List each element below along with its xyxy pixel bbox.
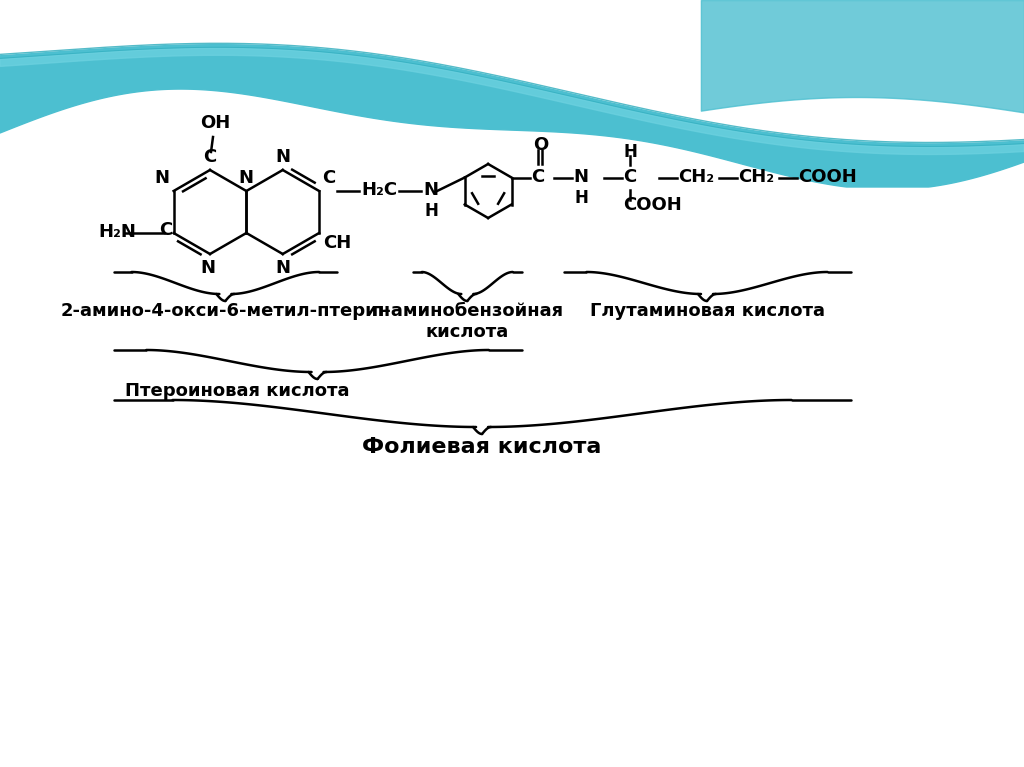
Text: COOH: COOH: [624, 196, 682, 213]
Text: C: C: [204, 148, 217, 166]
Text: N: N: [275, 148, 290, 166]
Text: CH₂: CH₂: [679, 167, 715, 186]
Text: C: C: [624, 167, 637, 186]
Text: COOH: COOH: [799, 167, 857, 186]
Text: Фолиевая кислота: Фолиевая кислота: [362, 437, 602, 457]
Text: п-аминобензойная
кислота: п-аминобензойная кислота: [372, 302, 563, 341]
Text: Глутаминовая кислота: Глутаминовая кислота: [590, 302, 824, 320]
Text: C: C: [160, 221, 173, 239]
Text: C: C: [323, 169, 336, 187]
Text: N: N: [275, 259, 290, 277]
Text: H: H: [424, 202, 438, 220]
Text: H: H: [574, 189, 589, 206]
Text: OH: OH: [200, 114, 230, 132]
Text: CH₂: CH₂: [738, 167, 774, 186]
Text: N: N: [239, 169, 254, 187]
Text: N: N: [573, 167, 589, 186]
Text: N: N: [423, 181, 438, 199]
Text: H: H: [624, 143, 637, 160]
Text: C: C: [531, 167, 545, 186]
Text: N: N: [201, 259, 215, 277]
Text: H₂C: H₂C: [361, 181, 397, 199]
Text: 2-амино-4-окси-6-метил-птерин: 2-амино-4-окси-6-метил-птерин: [60, 302, 390, 320]
Text: N: N: [155, 169, 170, 187]
Text: O: O: [534, 137, 549, 154]
Text: Птероиновая кислота: Птероиновая кислота: [125, 382, 350, 400]
Text: H₂N: H₂N: [98, 223, 136, 241]
Text: CH: CH: [324, 234, 351, 252]
